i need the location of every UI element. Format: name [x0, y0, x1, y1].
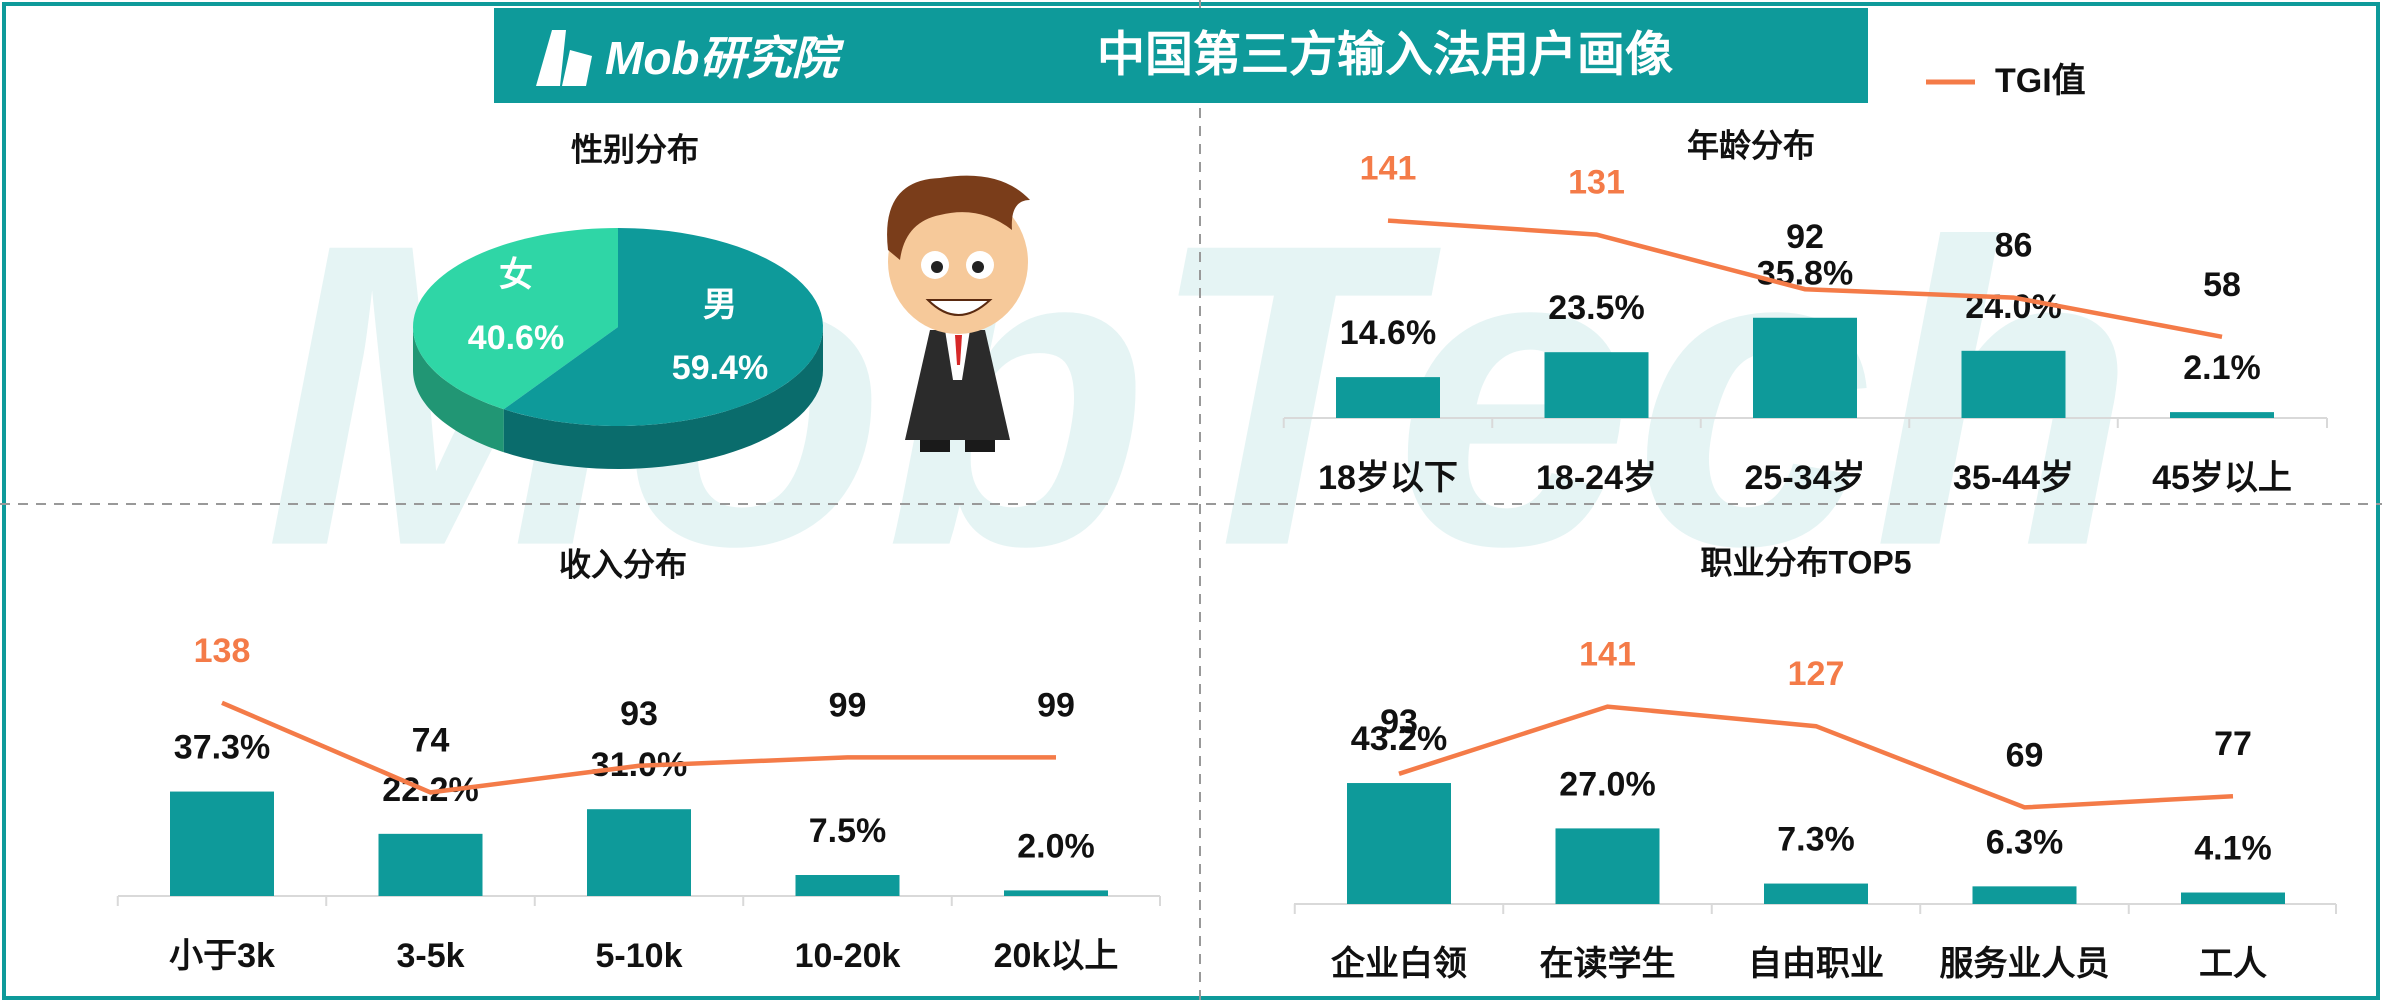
header-title: 中国第三方输入法用户画像	[1097, 29, 1673, 82]
tgi-line	[1398, 704, 2234, 810]
bar	[1336, 377, 1440, 418]
value-label: 4.1%	[2194, 830, 2272, 868]
pie-slice	[413, 228, 618, 410]
tgi-label: 69	[2006, 736, 2044, 774]
value-label: 2.0%	[1017, 827, 1095, 865]
value-label: 14.6%	[1340, 314, 1436, 352]
tgi-label: 86	[1995, 227, 2033, 265]
logo-icon	[536, 30, 592, 86]
pie-side	[413, 327, 504, 453]
bar	[587, 809, 691, 896]
chart-title: 职业分布TOP5	[1700, 544, 1911, 580]
tgi-label: 92	[1786, 218, 1824, 256]
bar	[1555, 828, 1660, 904]
value-label: 37.3%	[174, 729, 270, 767]
tgi-label: 58	[2203, 266, 2241, 304]
slice-label: 女	[499, 255, 533, 294]
value-label: 2.1%	[2183, 349, 2261, 387]
value-label: 40.6%	[468, 319, 564, 357]
x-tick-label: 在读学生	[1540, 944, 1676, 983]
x-tick-label: 3-5k	[396, 937, 464, 975]
pie-slice	[503, 228, 823, 426]
x-tick-label: 18-24岁	[1536, 459, 1657, 497]
bar	[2170, 412, 2274, 418]
bar	[1764, 883, 1868, 904]
tgi-label: 93	[1380, 703, 1418, 741]
value-label: 59.4%	[672, 349, 768, 387]
tgi-label: 141	[1579, 636, 1636, 674]
value-label: 6.3%	[1986, 823, 2064, 861]
x-tick-label: 45岁以上	[2152, 459, 2292, 497]
chart-title: 年龄分布	[1687, 127, 1815, 163]
x-tick-label: 小于3k	[169, 937, 275, 975]
bar	[170, 791, 274, 896]
tgi-label: 141	[1360, 150, 1417, 188]
chart-title: 收入分布	[559, 546, 687, 582]
x-tick-label: 18岁以下	[1318, 459, 1458, 497]
value-label: 7.3%	[1777, 821, 1855, 859]
tgi-label: 138	[194, 632, 251, 670]
chart-title: 性别分布	[571, 131, 699, 167]
tgi-label: 99	[829, 686, 867, 724]
tgi-label: 127	[1788, 655, 1845, 693]
value-label: 7.5%	[809, 812, 887, 850]
x-tick-label: 10-20k	[795, 937, 901, 975]
tgi-label: 74	[412, 721, 450, 759]
value-label: 23.5%	[1548, 289, 1644, 327]
x-tick-label: 服务业人员	[1940, 945, 2110, 983]
bar	[795, 875, 900, 896]
value-label: 35.8%	[1757, 255, 1853, 293]
cartoon	[887, 175, 1030, 452]
legend-label: TGI值	[1995, 62, 2086, 100]
x-tick-label: 25-34岁	[1745, 459, 1866, 497]
bar	[1753, 317, 1857, 418]
bar	[1972, 886, 2077, 904]
x-tick-label: 自由职业	[1748, 945, 1884, 983]
bar	[1347, 783, 1451, 904]
x-tick-label: 工人	[2199, 945, 2267, 983]
x-tick-label: 35-44岁	[1953, 459, 2074, 497]
slice-label: 男	[703, 286, 737, 324]
bar	[378, 833, 483, 896]
x-tick-label: 企业白领	[1331, 944, 1467, 983]
value-label: 27.0%	[1559, 765, 1655, 803]
tgi-label: 77	[2214, 725, 2252, 763]
pie-side	[503, 327, 823, 469]
tgi-label: 93	[620, 695, 658, 733]
tgi-label: 99	[1037, 686, 1075, 724]
tgi-line	[221, 700, 1056, 795]
value-label: 43.2%	[1351, 720, 1447, 758]
header-band	[494, 8, 1868, 103]
tgi-line	[1387, 218, 2223, 340]
logo: Mob研究院	[605, 32, 845, 84]
bar	[1544, 352, 1649, 418]
bar	[1004, 890, 1108, 896]
x-tick-label: 5-10k	[596, 937, 683, 975]
x-tick-label: 20k以上	[994, 937, 1119, 975]
tgi-label: 131	[1568, 164, 1625, 202]
bar	[2181, 892, 2285, 904]
bar	[1961, 350, 2066, 418]
value-label: 24.0%	[1965, 288, 2061, 326]
